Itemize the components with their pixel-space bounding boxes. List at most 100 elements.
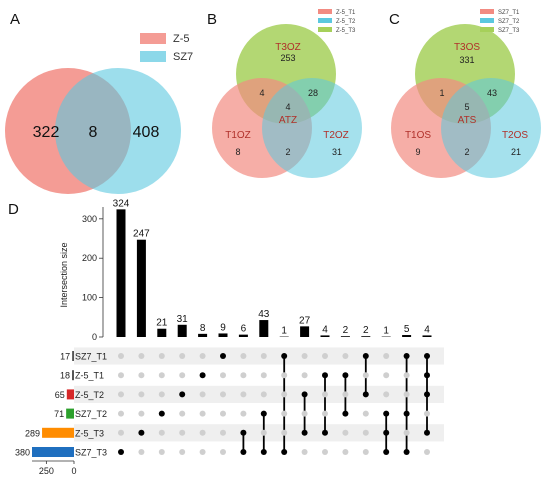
venn-a-circle-2 — [55, 68, 181, 194]
intersection-bar — [422, 335, 432, 337]
matrix-dot-empty — [322, 410, 328, 417]
venn-b-label-2: T2OZ — [323, 130, 349, 141]
set-size-bar — [72, 351, 74, 361]
intersection-bar-label: 4 — [322, 324, 328, 335]
venn-b-r12: 2 — [285, 147, 290, 157]
matrix-dot-empty — [322, 353, 328, 359]
intersection-bar — [136, 239, 146, 337]
intersection-bar — [198, 333, 208, 337]
matrix-dot-empty — [240, 410, 247, 417]
matrix-dot-empty — [383, 353, 390, 359]
matrix-dot-empty — [301, 353, 308, 359]
venn-c-label-3: T3OS — [454, 42, 480, 53]
legend-b-swatch-2 — [318, 18, 332, 23]
venn-b-label-3: T3OZ — [275, 42, 301, 53]
set-size-label: 17 — [60, 352, 70, 362]
matrix-dot-empty — [158, 353, 165, 359]
venn-c-r23: 43 — [487, 88, 497, 98]
legend-c-swatch-2 — [480, 18, 494, 23]
matrix-dot-empty — [220, 372, 226, 379]
intersection-bar-label: 8 — [200, 323, 206, 334]
set-name-label: Z-5_T1 — [75, 371, 104, 381]
matrix-dot-empty — [403, 429, 410, 436]
matrix-dot-empty — [220, 429, 226, 436]
matrix-row-background — [74, 385, 444, 403]
matrix-dot-empty — [240, 391, 247, 398]
set-name-label: SZ7_T3 — [75, 448, 107, 458]
intersection-bar-label: 247 — [133, 229, 150, 240]
set-size-bar — [42, 427, 74, 438]
matrix-dot-filled — [281, 353, 288, 359]
matrix-dot-empty — [179, 372, 186, 379]
matrix-dot-empty — [260, 429, 267, 436]
matrix-dot-filled — [260, 410, 267, 417]
panel-b-letter: B — [207, 11, 217, 28]
matrix-dot-empty — [383, 372, 390, 379]
venn-b-label-1: T1OZ — [225, 130, 251, 141]
intersection-bar-label: 43 — [258, 309, 270, 320]
matrix-dot-empty — [301, 410, 308, 417]
legend-c-swatch-3 — [480, 27, 494, 32]
legend-c-label-1: SZ7_T1 — [498, 10, 520, 16]
venn-b-circle-2 — [262, 78, 362, 178]
matrix-dot-empty — [118, 391, 124, 398]
matrix-dot-filled — [362, 353, 369, 359]
matrix-row-background — [74, 424, 444, 442]
y-axis: 0 100 200 300 — [82, 207, 104, 342]
intersection-bar-label: 27 — [299, 315, 311, 326]
intersection-bar — [361, 336, 371, 337]
panel-b: B Z-5_T1 Z-5_T2 Z-5_T3 T3OZ 253 4 28 4 A… — [207, 9, 362, 178]
venn-b-r23: 28 — [308, 88, 318, 98]
matrix-dot-empty — [138, 449, 145, 455]
venn-c-only-3: 331 — [459, 55, 474, 65]
matrix-dot-empty — [199, 391, 206, 398]
panel-c-letter: C — [389, 11, 400, 28]
intersection-bar-label: 5 — [404, 324, 410, 335]
matrix-dot-empty — [220, 391, 226, 398]
matrix-dot-empty — [424, 410, 430, 417]
y-axis-label: Intersection size — [59, 242, 69, 307]
venn-c-r123: 5 — [464, 102, 469, 112]
matrix-dot-empty — [199, 353, 206, 359]
matrix-dot-empty — [281, 372, 288, 379]
intersection-bar-label: 21 — [156, 318, 168, 329]
matrix-dot-empty — [424, 449, 430, 455]
matrix-dot-empty — [220, 449, 226, 455]
matrix-dot-empty — [362, 372, 369, 379]
matrix-dot-filled — [383, 410, 390, 417]
matrix-dot-filled — [138, 429, 145, 436]
matrix-dot-filled — [403, 410, 410, 417]
set-size-bar — [72, 370, 74, 381]
matrix-dot-empty — [260, 391, 267, 398]
matrix-dot-empty — [138, 410, 145, 417]
matrix-dot-empty — [342, 449, 349, 455]
matrix-dot-empty — [158, 449, 165, 455]
legend-b-swatch-1 — [318, 9, 332, 14]
set-size-label: 380 — [15, 448, 30, 458]
matrix-dot-filled — [383, 429, 390, 436]
matrix-dot-empty — [260, 372, 267, 379]
matrix-dot-filled — [260, 449, 267, 455]
legend-b-label-2: Z-5_T2 — [336, 19, 356, 25]
set-size-label: 71 — [54, 409, 64, 419]
intersection-bar — [340, 336, 350, 337]
matrix-dot-empty — [138, 391, 145, 398]
matrix-dot-filled — [158, 410, 165, 417]
intersection-bar-label: 2 — [343, 325, 349, 336]
matrix-row-background — [74, 347, 444, 365]
matrix-dot-filled — [301, 429, 308, 436]
set-name-label: SZ7_T1 — [75, 352, 107, 362]
matrix-dot-filled — [322, 372, 328, 379]
matrix-dot-filled — [424, 372, 430, 379]
venn-b-only-2: 31 — [332, 147, 342, 157]
matrix-dot-empty — [118, 353, 124, 359]
intersection-bar — [259, 320, 269, 337]
intersection-bar-label: 1 — [281, 326, 287, 337]
venn-c-r12: 2 — [464, 147, 469, 157]
matrix-dot-empty — [118, 410, 124, 417]
matrix-dot-empty — [342, 391, 349, 398]
matrix-dot-empty — [281, 410, 288, 417]
intersection-bar-label: 31 — [177, 314, 189, 325]
matrix-dot-filled — [301, 391, 308, 398]
